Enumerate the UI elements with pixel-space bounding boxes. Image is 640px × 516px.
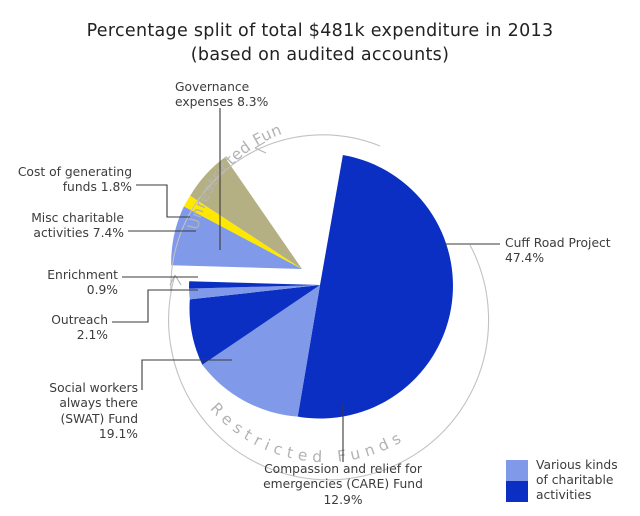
label-outreach-line-2: 2.1% — [76, 328, 108, 343]
label-misc-charitable-activities: Misc charitable activities 7.4% — [0, 211, 124, 242]
slice-enrichment[interactable] — [189, 281, 320, 289]
label-cost-of-generating-funds: Cost of generating funds 1.8% — [0, 165, 132, 196]
label-care-fund-line-3: 12.9% — [323, 492, 363, 507]
label-cuff-road-project-line-1: Cuff Road Project — [505, 236, 611, 250]
label-care-fund: Compassion and relief for emergencies (C… — [243, 462, 443, 508]
label-swat-fund-line-3: (SWAT) Fund — [60, 411, 138, 426]
leader-line-outreach — [112, 289, 198, 323]
legend-swatch-various-charitable — [506, 460, 528, 502]
label-outreach-line-1: Outreach — [51, 313, 108, 327]
legend-label-line-2: of charitable — [536, 472, 614, 487]
chart-title: Percentage split of total $481k expendit… — [0, 20, 640, 67]
leader-line-swat-fund — [141, 359, 232, 390]
label-swat-fund: Social workers always there (SWAT) Fund … — [0, 381, 138, 442]
leader-line-cost-of-generating-funds — [136, 184, 190, 218]
label-enrichment-line-1: Enrichment — [47, 268, 118, 282]
unrestricted-funds-arrowhead-icon — [254, 141, 267, 154]
unrestricted-funds-group — [171, 157, 302, 269]
legend-label-line-1: Various kinds — [536, 458, 618, 472]
restricted-funds-arc — [168, 244, 490, 481]
slice-misc-charitable-activities[interactable] — [171, 206, 302, 269]
slice-cost-of-generating-funds[interactable] — [183, 195, 302, 269]
label-misc-charitable-activities-line-1: Misc charitable — [31, 211, 124, 225]
label-cost-of-generating-funds-line-1: Cost of generating — [17, 165, 132, 179]
chart-title-line-1: Percentage split of total $481k expendit… — [86, 21, 554, 41]
label-enrichment: Enrichment 0.9% — [0, 268, 118, 299]
slice-cuff-road-project[interactable] — [297, 155, 453, 419]
legend-label-various-charitable: Various kinds of charitable activities — [536, 458, 618, 502]
label-swat-fund-line-2: always there — [59, 396, 138, 411]
label-swat-fund-line-4: 19.1% — [98, 427, 138, 442]
label-enrichment-line-2: 0.9% — [86, 283, 118, 298]
label-care-fund-line-1: Compassion and relief for — [264, 462, 422, 476]
slice-governance-expenses[interactable] — [190, 157, 302, 269]
unrestricted-funds-arc — [170, 134, 381, 294]
label-outreach: Outreach 2.1% — [0, 313, 108, 344]
label-care-fund-line-2: emergencies (CARE) Fund — [263, 477, 423, 492]
label-cost-of-generating-funds-line-2: funds 1.8% — [62, 180, 132, 195]
legend: Various kinds of charitable activities — [506, 458, 618, 502]
label-misc-charitable-activities-line-2: activities 7.4% — [33, 226, 124, 241]
legend-swatch-light-blue — [506, 460, 528, 481]
label-governance-expenses-line-2: expenses 8.3% — [175, 95, 269, 110]
label-cuff-road-project: Cuff Road Project 47.4% — [505, 236, 611, 267]
label-governance-expenses-line-1: Governance — [175, 80, 250, 94]
legend-label-line-3: activities — [536, 487, 592, 502]
slice-swat-fund[interactable] — [189, 285, 320, 365]
slice-outreach[interactable] — [189, 285, 320, 300]
chart-title-line-2: (based on audited accounts) — [190, 44, 450, 65]
label-governance-expenses: Governance expenses 8.3% — [175, 80, 268, 111]
label-swat-fund-line-1: Social workers — [49, 381, 138, 395]
label-cuff-road-project-line-2: 47.4% — [505, 251, 545, 266]
legend-swatch-dark-blue — [506, 481, 528, 502]
slice-care-fund[interactable] — [202, 285, 320, 417]
